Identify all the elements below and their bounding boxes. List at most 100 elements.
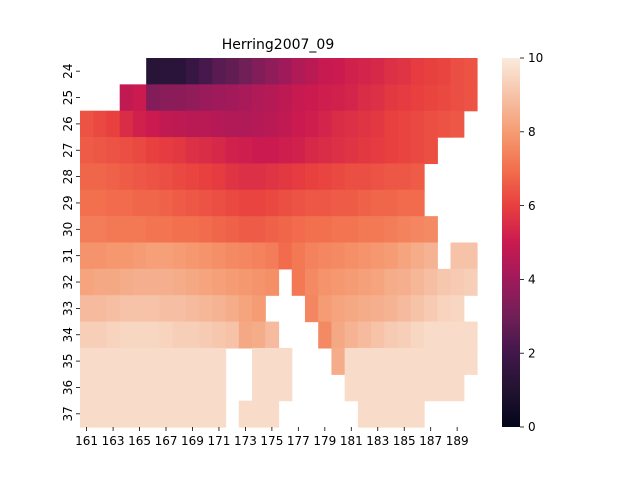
heatmap-cell — [410, 110, 425, 138]
heatmap-cell — [397, 374, 412, 402]
heatmap-cell — [238, 58, 253, 85]
y-tick-label: 36 — [61, 380, 75, 395]
x-tick-label: 187 — [419, 434, 442, 448]
heatmap-cell — [304, 268, 319, 296]
heatmap-cell — [331, 110, 346, 138]
heatmap-cell — [93, 137, 108, 165]
x-tick-label: 173 — [234, 434, 257, 448]
heatmap-cell — [278, 84, 293, 112]
heatmap-cell — [357, 400, 372, 428]
heatmap-cell — [212, 242, 227, 270]
heatmap-cell — [199, 321, 213, 349]
heatmap-cell — [450, 347, 465, 375]
heatmap-cell — [410, 163, 425, 191]
heatmap-cell — [238, 189, 253, 217]
heatmap-cell — [212, 58, 227, 85]
heatmap-cell — [304, 84, 319, 112]
heatmap-cell — [371, 58, 385, 85]
heatmap-cell — [238, 242, 253, 270]
heatmap-cell — [199, 347, 213, 375]
heatmap-cell — [159, 374, 174, 402]
heatmap-cell — [397, 84, 412, 112]
heatmap-cell — [252, 58, 266, 85]
heatmap-cell — [450, 110, 465, 138]
heatmap-cell — [106, 189, 121, 217]
heatmap-cell — [318, 84, 333, 112]
heatmap-cell — [331, 216, 346, 244]
heatmap-cell — [119, 242, 134, 270]
heatmap-cell — [80, 374, 94, 402]
heatmap-cell — [397, 216, 412, 244]
heatmap-cell — [80, 137, 94, 165]
heatmap-cell — [93, 295, 108, 323]
heatmap-cell — [318, 58, 333, 85]
heatmap-cell — [212, 163, 227, 191]
heatmap-cell — [384, 374, 399, 402]
heatmap-cell — [159, 58, 174, 85]
heatmap-cell — [80, 189, 94, 217]
heatmap-cell — [238, 163, 253, 191]
heatmap-cell — [344, 84, 359, 112]
heatmap-cell — [410, 347, 425, 375]
heatmap-cell — [146, 242, 160, 270]
heatmap-cell — [132, 268, 147, 296]
heatmap-cell — [185, 163, 200, 191]
heatmap-cell — [304, 216, 319, 244]
heatmap-cell — [450, 295, 465, 323]
heatmap-cell — [424, 347, 438, 375]
heatmap-cell — [318, 110, 333, 138]
heatmap-cell — [291, 189, 306, 217]
heatmap-cell — [132, 374, 147, 402]
heatmap-cell — [463, 347, 478, 375]
x-tick-label: 171 — [207, 434, 230, 448]
heatmap-cell — [185, 110, 200, 138]
heatmap-cell — [80, 347, 94, 375]
heatmap-cell — [304, 137, 319, 165]
heatmap-cell — [132, 163, 147, 191]
heatmap-cell — [424, 374, 438, 402]
heatmap-cell — [225, 216, 240, 244]
heatmap-cell — [93, 189, 108, 217]
heatmap-cell — [93, 347, 108, 375]
y-axis: 24 25 26 27 28 29 30 31 32 33 34 35 36 37 — [61, 64, 80, 421]
heatmap-cell — [212, 137, 227, 165]
heatmap-cell — [397, 189, 412, 217]
heatmap-cell — [199, 216, 213, 244]
heatmap-cell — [371, 321, 385, 349]
heatmap-cell — [119, 268, 134, 296]
heatmap-cell — [252, 321, 266, 349]
heatmap-cell — [172, 347, 187, 375]
heatmap-cell — [371, 137, 385, 165]
heatmap-cell — [225, 321, 240, 349]
heatmap-cell — [371, 216, 385, 244]
heatmap-cell — [199, 374, 213, 402]
heatmap-cell — [146, 189, 160, 217]
heatmap-cell — [424, 321, 438, 349]
heatmap-cell — [119, 163, 134, 191]
heatmap-cell — [159, 242, 174, 270]
y-tick-label: 27 — [61, 143, 75, 158]
heatmap-cell — [371, 242, 385, 270]
heatmap-cell — [344, 321, 359, 349]
heatmap-cell — [384, 347, 399, 375]
heatmap-cell — [304, 163, 319, 191]
heatmap-cell — [159, 163, 174, 191]
heatmap-cell — [185, 400, 200, 428]
heatmap-cell — [357, 84, 372, 112]
heatmap-cell — [371, 163, 385, 191]
y-tick-label: 25 — [61, 90, 75, 105]
x-tick-label: 169 — [181, 434, 204, 448]
heatmap-cell — [252, 216, 266, 244]
heatmap-cell — [185, 84, 200, 112]
heatmap-cell — [265, 137, 280, 165]
heatmap-cell — [371, 189, 385, 217]
heatmap-cell — [146, 163, 160, 191]
heatmap-cell — [371, 347, 385, 375]
heatmap-cell — [291, 137, 306, 165]
y-tick-label: 37 — [61, 406, 75, 421]
heatmap-cell — [437, 347, 452, 375]
heatmap-cell — [119, 84, 134, 112]
heatmap-cell — [291, 242, 306, 270]
heatmap-cell — [225, 189, 240, 217]
